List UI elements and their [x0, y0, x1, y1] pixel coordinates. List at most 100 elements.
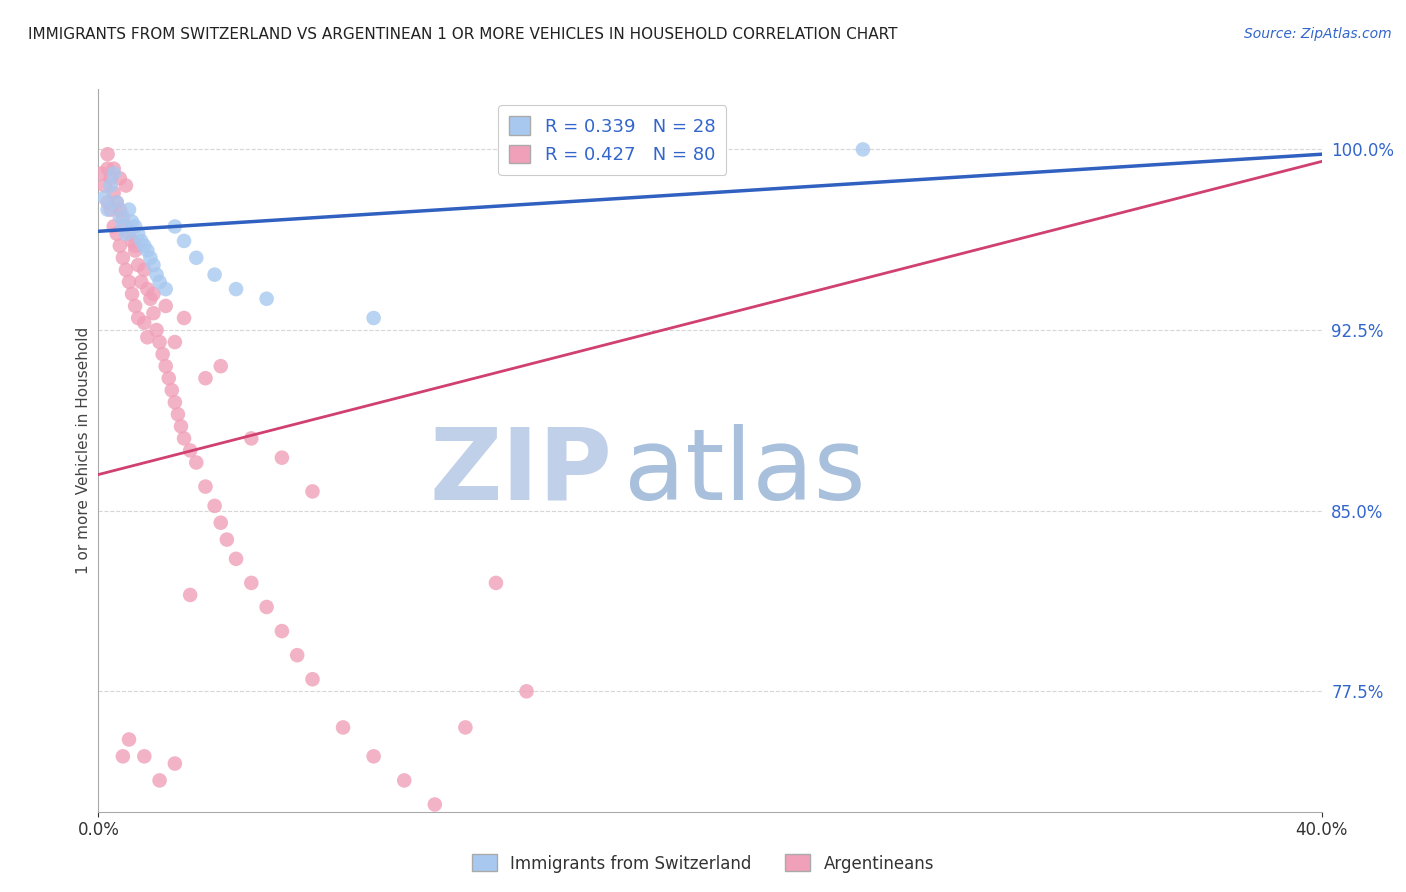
Point [142, 258, 165, 272]
Point [186, 251, 208, 265]
Point [142, 287, 165, 301]
Point [127, 310, 149, 325]
Point [134, 239, 156, 253]
Point [121, 234, 143, 248]
Point [423, 797, 446, 812]
Point [97, 147, 120, 161]
Point [127, 227, 149, 241]
Point [100, 178, 122, 193]
Text: atlas: atlas [624, 424, 866, 521]
Point [157, 371, 180, 385]
Point [852, 142, 875, 156]
Point [108, 210, 131, 224]
Point [121, 287, 143, 301]
Point [179, 443, 201, 458]
Point [163, 395, 186, 409]
Point [118, 732, 141, 747]
Point [111, 219, 134, 234]
Point [97, 195, 120, 210]
Point [186, 455, 208, 469]
Point [163, 219, 186, 234]
Point [93, 178, 115, 193]
Legend: R = 0.339   N = 28, R = 0.427   N = 80: R = 0.339 N = 28, R = 0.427 N = 80 [498, 105, 727, 175]
Point [149, 275, 172, 289]
Legend: Immigrants from Switzerland, Argentineans: Immigrants from Switzerland, Argentinean… [465, 847, 941, 880]
Point [225, 551, 247, 566]
Point [152, 347, 174, 361]
Point [103, 219, 125, 234]
Point [97, 161, 120, 176]
Point [240, 576, 263, 591]
Y-axis label: 1 or more Vehicles in Household: 1 or more Vehicles in Household [76, 326, 91, 574]
Point [163, 334, 186, 349]
Point [100, 171, 122, 186]
Point [392, 773, 416, 788]
Point [173, 310, 195, 325]
Point [155, 282, 177, 296]
Point [139, 292, 162, 306]
Point [115, 178, 138, 193]
Point [163, 756, 186, 771]
Point [225, 282, 247, 296]
Point [167, 407, 190, 421]
Point [179, 588, 201, 602]
Point [155, 299, 177, 313]
Point [194, 371, 217, 385]
Point [111, 210, 134, 224]
Point [93, 191, 115, 205]
Point [170, 419, 193, 434]
Point [103, 166, 125, 180]
Point [118, 227, 141, 241]
Point [142, 306, 165, 320]
Point [270, 624, 292, 638]
Point [118, 275, 141, 289]
Point [127, 258, 149, 272]
Point [363, 310, 385, 325]
Point [285, 648, 308, 662]
Point [256, 292, 278, 306]
Point [240, 432, 263, 446]
Point [97, 202, 120, 217]
Point [108, 171, 131, 186]
Point [115, 262, 138, 277]
Point [270, 450, 292, 465]
Point [129, 234, 152, 248]
Point [136, 244, 159, 258]
Point [215, 533, 238, 547]
Point [149, 334, 172, 349]
Point [155, 359, 177, 373]
Point [454, 720, 477, 734]
Point [115, 227, 138, 241]
Point [105, 195, 128, 210]
Point [301, 672, 323, 686]
Point [204, 499, 226, 513]
Point [115, 219, 138, 234]
Point [363, 749, 385, 764]
Point [105, 195, 128, 210]
Point [108, 239, 131, 253]
Point [134, 316, 156, 330]
Point [194, 479, 217, 493]
Point [100, 202, 122, 217]
Point [332, 720, 354, 734]
Point [103, 186, 125, 200]
Point [145, 323, 167, 337]
Point [516, 684, 538, 698]
Point [105, 227, 128, 241]
Point [134, 749, 156, 764]
Point [301, 484, 323, 499]
Point [124, 244, 146, 258]
Point [124, 239, 146, 253]
Point [485, 576, 508, 591]
Point [209, 359, 232, 373]
Point [139, 251, 162, 265]
Point [129, 275, 152, 289]
Point [111, 749, 134, 764]
Point [209, 516, 232, 530]
Point [134, 262, 156, 277]
Point [103, 161, 125, 176]
Point [124, 299, 146, 313]
Point [136, 330, 159, 344]
Point [136, 282, 159, 296]
Text: Source: ZipAtlas.com: Source: ZipAtlas.com [1244, 27, 1392, 41]
